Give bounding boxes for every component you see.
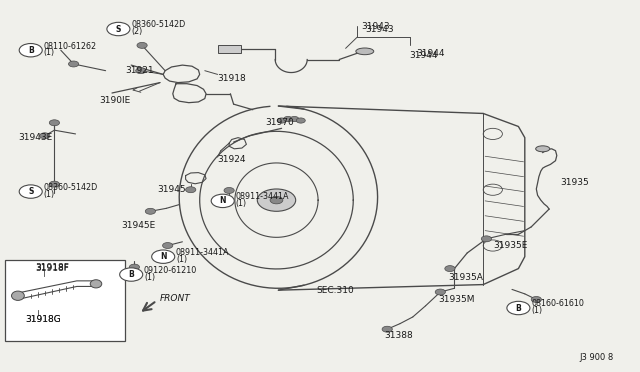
Text: 31924: 31924	[218, 155, 246, 164]
Circle shape	[152, 250, 175, 263]
Text: 31935M: 31935M	[438, 295, 475, 304]
Text: (1): (1)	[236, 199, 246, 208]
Text: 31944: 31944	[410, 51, 438, 60]
Circle shape	[120, 268, 143, 281]
Text: 3190IE: 3190IE	[99, 96, 131, 105]
Text: 31918: 31918	[218, 74, 246, 83]
Circle shape	[531, 296, 541, 302]
Text: 08911-3441A: 08911-3441A	[236, 192, 289, 201]
Text: 31943E: 31943E	[18, 133, 52, 142]
Text: 31935: 31935	[560, 178, 589, 187]
Text: 08360-5142D: 08360-5142D	[44, 183, 98, 192]
Text: 31918F: 31918F	[35, 263, 69, 272]
Circle shape	[49, 120, 60, 126]
Ellipse shape	[12, 291, 24, 301]
Circle shape	[435, 289, 445, 295]
Circle shape	[257, 189, 296, 211]
Text: FRONT: FRONT	[160, 294, 191, 303]
Text: 08360-5142D: 08360-5142D	[131, 20, 186, 29]
Circle shape	[296, 118, 305, 123]
Text: B: B	[516, 304, 521, 312]
Circle shape	[507, 301, 530, 315]
Text: SEC.310: SEC.310	[317, 286, 355, 295]
Text: B: B	[28, 46, 33, 55]
Circle shape	[19, 185, 42, 198]
Circle shape	[68, 61, 79, 67]
Circle shape	[290, 116, 299, 122]
Text: N: N	[220, 196, 226, 205]
Circle shape	[224, 187, 234, 193]
Text: (2): (2)	[131, 27, 143, 36]
Circle shape	[211, 194, 234, 208]
Text: 31943: 31943	[362, 22, 390, 31]
Text: 31935E: 31935E	[493, 241, 527, 250]
Ellipse shape	[356, 48, 374, 55]
Text: (1): (1)	[44, 190, 54, 199]
Text: 31970: 31970	[266, 118, 294, 127]
Bar	[218, 45, 241, 53]
Ellipse shape	[90, 280, 102, 288]
Text: 31918G: 31918G	[26, 315, 61, 324]
Text: B: B	[129, 270, 134, 279]
Text: (1): (1)	[144, 273, 155, 282]
Text: 08160-61610: 08160-61610	[531, 299, 584, 308]
Circle shape	[186, 187, 196, 193]
Text: 31921: 31921	[125, 66, 154, 75]
Text: 31943: 31943	[365, 25, 394, 34]
Text: 31935A: 31935A	[448, 273, 483, 282]
Text: 08110-61262: 08110-61262	[44, 42, 97, 51]
Bar	[5, 260, 125, 341]
Text: (1): (1)	[531, 306, 542, 315]
Circle shape	[445, 266, 455, 272]
Circle shape	[129, 264, 140, 270]
Text: S: S	[28, 187, 33, 196]
Text: 09120-61210: 09120-61210	[144, 266, 197, 275]
Text: 31388: 31388	[384, 331, 413, 340]
Circle shape	[163, 243, 173, 248]
Circle shape	[107, 22, 130, 36]
Text: 31945E: 31945E	[122, 221, 156, 230]
Circle shape	[136, 68, 146, 74]
Circle shape	[145, 208, 156, 214]
Circle shape	[40, 133, 50, 139]
Circle shape	[270, 196, 283, 204]
Circle shape	[19, 44, 42, 57]
Text: 31945: 31945	[157, 185, 186, 194]
Text: (1): (1)	[44, 48, 54, 57]
Circle shape	[284, 116, 292, 122]
Circle shape	[382, 326, 392, 332]
Circle shape	[137, 42, 147, 48]
Text: 08911-3441A: 08911-3441A	[176, 248, 230, 257]
Ellipse shape	[536, 146, 550, 152]
Text: 31944: 31944	[416, 49, 445, 58]
Text: J3 900 8: J3 900 8	[579, 353, 614, 362]
Circle shape	[481, 236, 492, 242]
Text: 31918G: 31918G	[26, 315, 61, 324]
Text: N: N	[160, 252, 166, 261]
Circle shape	[277, 118, 286, 123]
Text: (1): (1)	[176, 255, 187, 264]
Text: S: S	[116, 25, 121, 33]
Text: 31918F: 31918F	[35, 264, 69, 273]
Circle shape	[49, 181, 60, 187]
